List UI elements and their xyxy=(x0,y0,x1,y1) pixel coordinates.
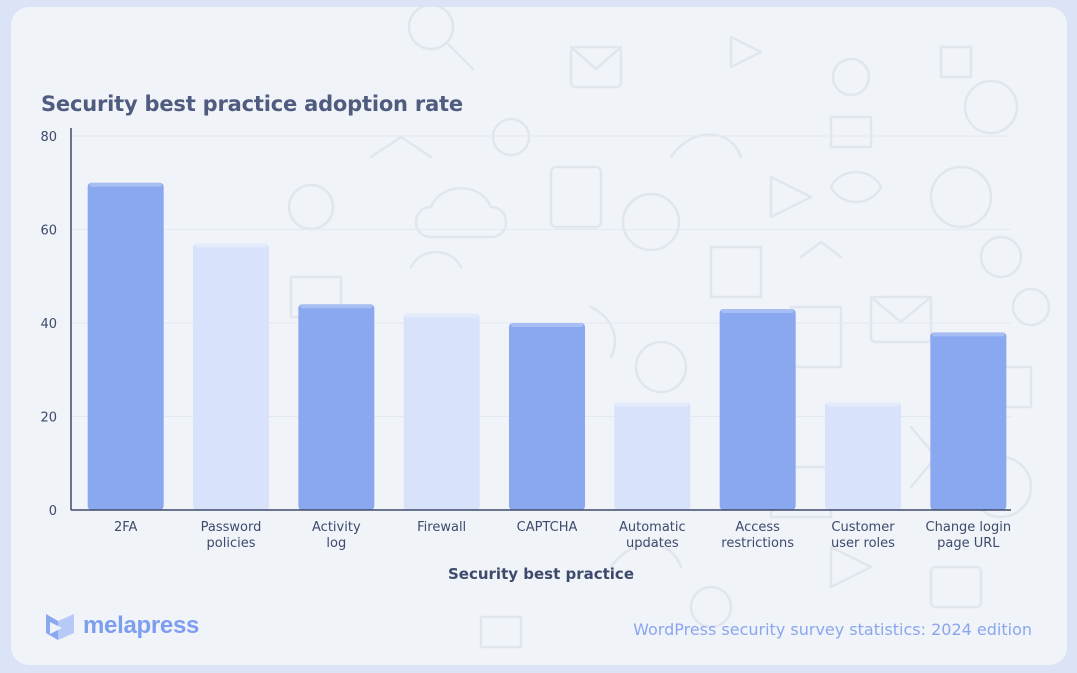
x-tick-label: Firewall xyxy=(417,520,466,535)
x-tick-label: Automatic xyxy=(619,520,686,535)
x-tick-label: Activity xyxy=(312,520,361,535)
bar-top-highlight xyxy=(89,182,162,187)
bar-top-highlight xyxy=(827,402,899,407)
brand-logo: melapress xyxy=(45,611,199,641)
bar-top-highlight xyxy=(195,243,267,248)
bar xyxy=(193,243,269,510)
bar xyxy=(87,182,164,510)
bar xyxy=(930,332,1007,510)
x-tick-label: restrictions xyxy=(721,536,794,551)
bar xyxy=(403,313,480,510)
x-tick-label: log xyxy=(326,536,346,551)
x-tick-label: updates xyxy=(626,536,679,551)
x-tick-label: 2FA xyxy=(114,520,138,535)
chart-card: Security best practice adoption rate 0 20… xyxy=(11,7,1067,665)
x-tick-label: Password xyxy=(201,520,262,535)
bar-top-highlight xyxy=(721,308,794,313)
y-tick-label: 80 xyxy=(40,130,57,145)
bar-top-highlight xyxy=(932,332,1005,337)
bar xyxy=(825,402,901,510)
y-tick-label: 40 xyxy=(40,317,57,332)
y-tick-label: 60 xyxy=(40,224,57,239)
x-tick-label: Access xyxy=(735,520,780,535)
x-tick-label: policies xyxy=(207,536,256,551)
bar xyxy=(614,402,691,510)
bar-top-highlight xyxy=(616,402,689,407)
chart-title: Security best practice adoption rate xyxy=(41,92,463,116)
x-tick-label: CAPTCHA xyxy=(517,520,578,535)
x-tick-label: user roles xyxy=(831,536,895,551)
bar-top-highlight xyxy=(511,323,583,327)
bar xyxy=(298,304,375,510)
x-axis-label: Security best practice xyxy=(448,565,634,583)
x-tick-label: Change login xyxy=(926,520,1012,535)
y-tick-label: 0 xyxy=(49,504,57,519)
footer-caption: WordPress security survey statistics: 20… xyxy=(633,620,1032,639)
brand-name: melapress xyxy=(83,612,200,639)
x-tick-label: Customer xyxy=(831,520,895,535)
melapress-logo-icon xyxy=(46,614,74,640)
y-tick-label: 20 xyxy=(40,411,57,426)
bar xyxy=(509,323,585,510)
bar xyxy=(719,308,796,510)
bar-top-highlight xyxy=(300,304,373,309)
bar-top-highlight xyxy=(405,313,478,318)
x-tick-label: page URL xyxy=(937,536,1000,551)
